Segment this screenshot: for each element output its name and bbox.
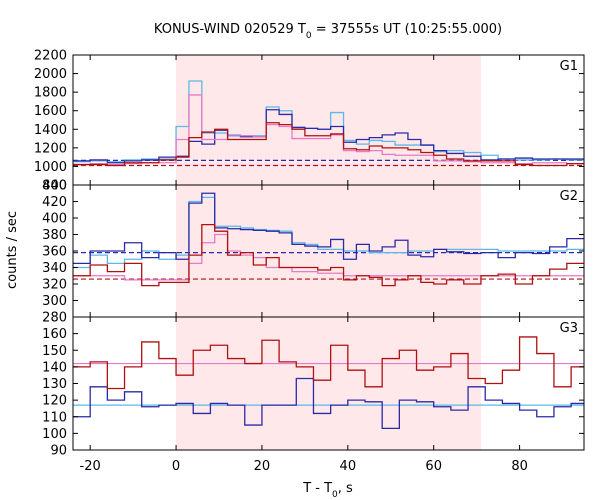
burst-interval-highlight [176,317,481,450]
x-tick-label: 40 [340,459,357,474]
x-tick-label: -20 [80,459,101,474]
panel-label: G1 [560,59,578,74]
y-tick-label: 400 [42,212,67,227]
y-tick-label: 1000 [34,160,67,175]
panels-group: 8001000120014001600180020002200G12803003… [34,49,585,474]
y-tick-label: 100 [42,427,67,442]
x-tick-label: 20 [254,459,271,474]
y-tick-label: 160 [42,327,67,342]
y-tick-label: 110 [42,410,67,425]
panel-label: G2 [560,189,578,204]
x-axis-title: T - T0, s [302,481,353,500]
light-curve-step-series [73,122,584,167]
y-tick-label: 1600 [34,104,67,119]
x-tick-label: 0 [172,459,180,474]
y-tick-label: 2000 [34,67,67,82]
light-curve-step-series [73,192,584,265]
y-tick-label: 280 [42,311,67,326]
y-tick-label: 120 [42,394,67,409]
x-tick-label: 80 [511,459,528,474]
y-tick-label: 320 [42,278,67,293]
y-tick-label: 420 [42,195,67,210]
light-curve-step-series [73,94,584,166]
panel-label: G3 [560,321,578,336]
y-tick-label: 300 [42,294,67,309]
burst-interval-highlight [176,55,481,185]
y-tick-label: 2200 [34,49,67,64]
light-curve-step-series [73,223,584,287]
x-tick-label: 60 [425,459,442,474]
y-tick-label: 800 [42,179,67,194]
light-curve-step-series [73,336,584,390]
light-curve-step-series [73,377,584,430]
panel-g1: 800 1000 1200 1400 1600 1800 2000 2200 G1 [34,49,585,194]
y-tick-label: 1200 [34,141,67,156]
y-tick-label: 380 [42,228,67,243]
burst-interval-highlight [176,185,481,317]
y-tick-label: 150 [42,344,67,359]
y-tick-label: 440 [42,179,67,194]
y-tick-label: 1800 [34,86,67,101]
y-tick-label: 360 [42,245,67,260]
x-tick-labels: -20 0 20 40 60 80 [80,459,528,474]
y-tick-label: 340 [42,261,67,276]
y-tick-label: 1400 [34,123,67,138]
y-tick-label: 140 [42,360,67,375]
y-axis-title: counts / sec [5,211,20,289]
chart-title: KONUS-WIND 020529 T0 = 37555s UT (10:25:… [154,22,502,41]
y-tick-label: 90 [50,444,67,459]
y-tick-label: 130 [42,377,67,392]
